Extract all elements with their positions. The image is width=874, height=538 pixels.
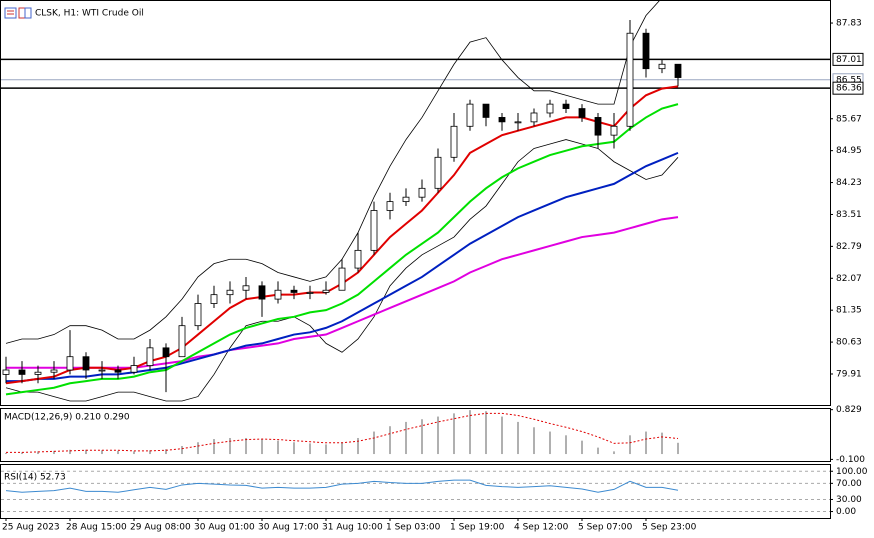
y-tick-label: 83.51 xyxy=(836,210,862,220)
candle-body xyxy=(66,356,74,371)
candle-body xyxy=(290,289,298,293)
candle-body xyxy=(402,196,410,203)
candle-body xyxy=(370,210,378,251)
y-tick-label: 0.00 xyxy=(836,507,856,517)
candle-body xyxy=(162,347,170,358)
y-tick-label: 70.00 xyxy=(836,479,862,489)
candle-body xyxy=(210,294,218,304)
candle-body xyxy=(146,347,154,366)
candle-body xyxy=(274,289,282,300)
x-tick-label: 29 Aug 08:00 xyxy=(130,523,191,533)
candle-body xyxy=(626,32,634,127)
y-tick-label: 84.95 xyxy=(836,146,862,156)
rsi-panel xyxy=(0,464,831,519)
candle-body xyxy=(418,187,426,198)
candle-body xyxy=(18,369,26,375)
x-tick-label: 30 Aug 17:00 xyxy=(258,523,319,533)
signal-line xyxy=(6,412,679,453)
candle-body xyxy=(658,63,666,70)
x-tick-label: 5 Sep 23:00 xyxy=(642,523,697,533)
main-panel xyxy=(0,0,831,406)
x-tick-label: 25 Aug 2023 xyxy=(2,523,60,533)
x-tick-label: 1 Sep 19:00 xyxy=(450,523,505,533)
candle-body xyxy=(354,249,362,269)
candle-body xyxy=(2,369,10,375)
indicator-line xyxy=(5,103,679,396)
hline-label-box xyxy=(832,81,864,95)
candle-body xyxy=(242,285,250,291)
candle-body xyxy=(306,292,314,294)
x-tick-label: 1 Sep 03:00 xyxy=(386,523,441,533)
y-tick-label: 82.79 xyxy=(836,242,862,252)
candle-body xyxy=(498,117,506,123)
x-tick-label: 30 Aug 01:00 xyxy=(194,523,255,533)
candle-body xyxy=(114,369,122,373)
candle-body xyxy=(338,267,346,291)
y-tick-label: 79.91 xyxy=(836,369,862,379)
candle-body xyxy=(578,108,586,118)
y-tick-label: 81.35 xyxy=(836,306,862,316)
x-tick-label: 31 Aug 10:00 xyxy=(322,523,383,533)
candle-body xyxy=(466,103,474,127)
candle-body xyxy=(194,303,202,327)
candle-body xyxy=(322,289,330,293)
rsi-title: RSI(14) 52.73 xyxy=(4,473,66,483)
y-tick-label: 85.67 xyxy=(836,114,862,124)
candle-body xyxy=(562,103,570,109)
y-tick-label: 0.829 xyxy=(836,405,862,415)
candle-body xyxy=(34,371,42,375)
candle-body xyxy=(594,117,602,136)
hline-label: 87.01 xyxy=(836,55,862,65)
y-tick-label: 87.83 xyxy=(836,19,862,29)
rsi-line xyxy=(5,479,679,493)
candle-body xyxy=(98,369,106,372)
candle-body xyxy=(386,201,394,211)
x-tick-label: 5 Sep 07:00 xyxy=(578,523,633,533)
candle-body xyxy=(530,112,538,123)
macd-title: MACD(12,26,9) 0.210 0.290 xyxy=(4,413,130,423)
y-tick-label: 82.07 xyxy=(836,274,862,284)
candle-body xyxy=(130,365,138,373)
candle-body xyxy=(642,32,650,70)
candle-body xyxy=(178,325,186,358)
candle-body xyxy=(674,63,682,78)
hline-label: 86.36 xyxy=(836,84,862,94)
candle-body xyxy=(258,285,266,300)
candle-body xyxy=(450,125,458,158)
bid-label: 86.55 xyxy=(836,75,862,85)
candle-body xyxy=(226,289,234,296)
hline-label-box xyxy=(832,52,864,66)
candle-body xyxy=(82,356,90,371)
candle-body xyxy=(482,103,490,118)
icons xyxy=(4,7,32,19)
x-tick-label: 28 Aug 15:00 xyxy=(66,523,127,533)
macd-panel xyxy=(0,408,831,462)
x-tick-label: 4 Sep 12:00 xyxy=(514,523,569,533)
candle-body xyxy=(50,369,58,373)
chart-title: CLSK, H1: WTI Crude Oil xyxy=(35,9,144,19)
y-tick-label: -0.100 xyxy=(836,455,865,465)
candle-body xyxy=(610,125,618,136)
indicator-line xyxy=(5,139,679,402)
y-tick-label: 80.63 xyxy=(836,338,862,348)
candle-body xyxy=(546,103,554,114)
candle-body xyxy=(514,121,522,124)
y-tick-label: 30.00 xyxy=(836,495,862,505)
candle-body xyxy=(434,156,442,189)
y-tick-label: 100.00 xyxy=(836,467,868,477)
y-tick-label: 84.23 xyxy=(836,178,862,188)
